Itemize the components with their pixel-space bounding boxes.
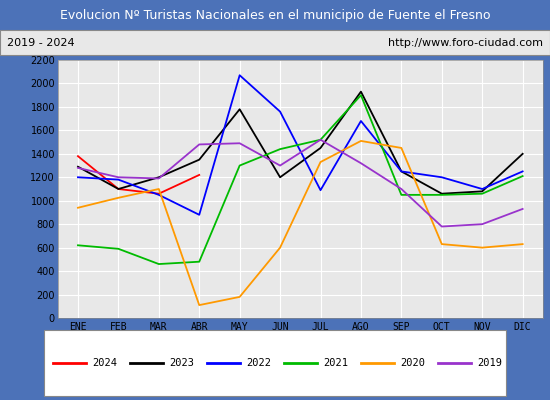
Text: 2024: 2024	[92, 358, 118, 368]
FancyBboxPatch shape	[44, 330, 506, 396]
Text: http://www.foro-ciudad.com: http://www.foro-ciudad.com	[388, 38, 543, 48]
Text: 2020: 2020	[400, 358, 426, 368]
Text: 2023: 2023	[169, 358, 195, 368]
Text: 2022: 2022	[246, 358, 272, 368]
Text: Evolucion Nº Turistas Nacionales en el municipio de Fuente el Fresno: Evolucion Nº Turistas Nacionales en el m…	[60, 8, 490, 22]
Text: 2021: 2021	[323, 358, 349, 368]
Text: 2019: 2019	[477, 358, 503, 368]
Text: 2019 - 2024: 2019 - 2024	[7, 38, 74, 48]
